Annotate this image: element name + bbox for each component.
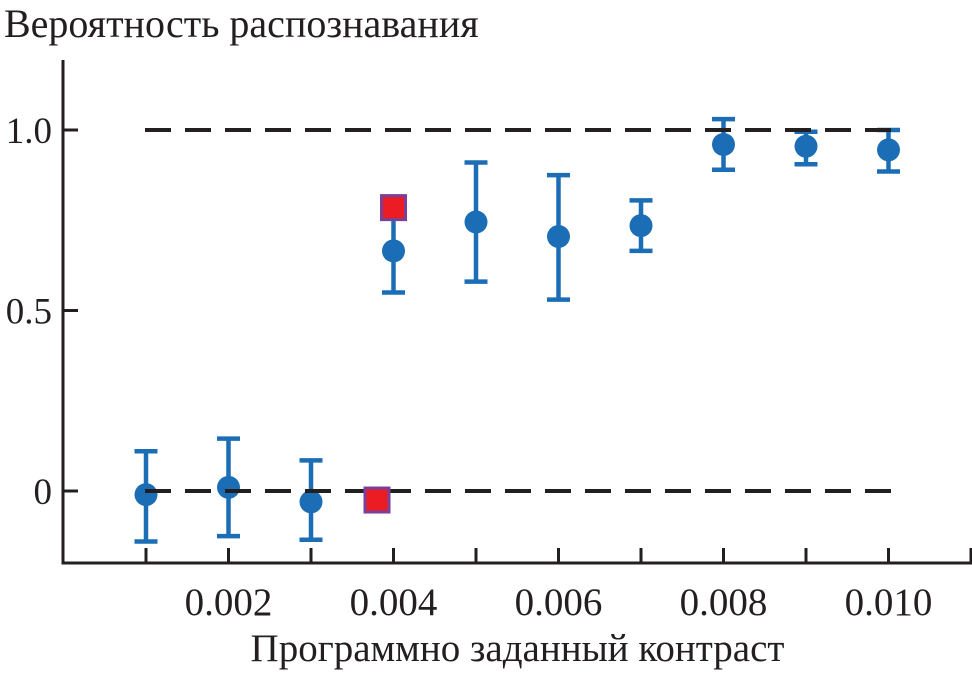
x-axis-label: Программно заданный контраст: [250, 627, 785, 670]
data-point-square: [380, 194, 407, 222]
data-point-circle: [629, 214, 653, 238]
y-tick-label: 0: [34, 472, 53, 513]
data-point-circle: [877, 138, 900, 162]
x-tick-label: 0.010: [845, 581, 933, 624]
x-tick-label: 0.008: [680, 581, 768, 624]
chart-title: Вероятность распознавания: [4, 1, 479, 46]
data-point-circle: [217, 475, 240, 499]
data-point-square: [363, 486, 391, 514]
data-point-circle: [794, 134, 818, 158]
data-point-circle: [464, 210, 488, 234]
data-point-circle: [299, 490, 323, 514]
x-tick-label: 0.004: [350, 581, 438, 624]
data-point-circle: [382, 239, 405, 263]
x-tick-label: 0.002: [185, 581, 273, 624]
y-tick-label: 1.0: [6, 111, 52, 152]
x-tick-label: 0.006: [515, 581, 603, 624]
data-point-circle: [547, 224, 570, 248]
data-point-circle: [712, 132, 735, 156]
y-tick-label: 0.5: [6, 292, 52, 333]
data-point-circle: [134, 483, 158, 507]
